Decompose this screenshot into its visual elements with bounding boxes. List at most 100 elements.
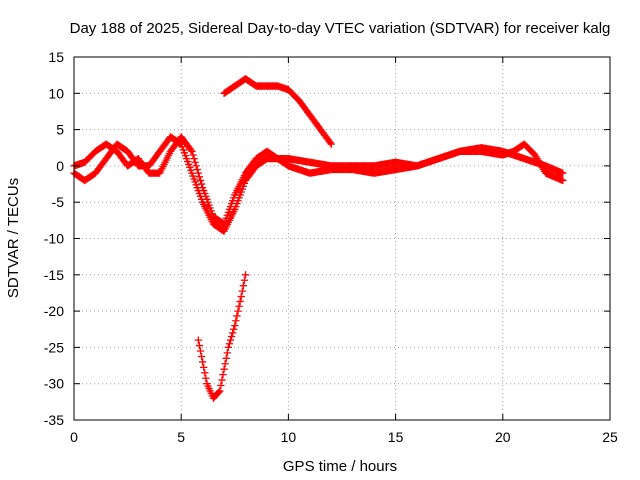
y-tick-label: -15 bbox=[44, 267, 64, 283]
data-point bbox=[181, 152, 190, 160]
data-point bbox=[201, 369, 209, 377]
x-axis-ticks: 0 5 10 15 20 25 bbox=[70, 57, 618, 445]
data-point bbox=[198, 358, 207, 366]
data-point bbox=[198, 184, 207, 192]
data-point bbox=[232, 317, 240, 325]
data-point bbox=[230, 194, 238, 202]
data-point bbox=[235, 302, 243, 310]
y-tick-label: -25 bbox=[44, 339, 64, 355]
data-point bbox=[239, 282, 248, 290]
data-point bbox=[559, 169, 567, 177]
data-point bbox=[195, 341, 204, 350]
y-tick-label: 0 bbox=[56, 158, 64, 174]
data-point bbox=[227, 332, 236, 341]
data-point bbox=[237, 292, 245, 301]
data-point bbox=[185, 160, 193, 169]
y-tick-label: 15 bbox=[48, 49, 64, 65]
data-point bbox=[188, 169, 196, 177]
data-point bbox=[219, 370, 227, 379]
data-point bbox=[222, 354, 230, 362]
data-point bbox=[186, 163, 194, 172]
data-point bbox=[224, 208, 233, 217]
data-point bbox=[222, 214, 230, 222]
data-point bbox=[241, 271, 250, 279]
data-point bbox=[233, 312, 241, 320]
data-point bbox=[225, 340, 234, 348]
data-point bbox=[194, 169, 203, 177]
data-point bbox=[200, 363, 208, 372]
data-point bbox=[559, 176, 567, 185]
data-point bbox=[193, 165, 201, 174]
y-tick-label: -30 bbox=[44, 376, 64, 392]
data-point bbox=[234, 307, 242, 315]
data-point bbox=[197, 180, 206, 188]
data-point bbox=[194, 336, 203, 344]
data-point bbox=[192, 181, 200, 189]
data-point bbox=[196, 176, 205, 185]
data-point bbox=[206, 204, 214, 212]
data-point bbox=[215, 388, 223, 396]
data-point bbox=[200, 186, 208, 195]
data-point bbox=[187, 166, 195, 174]
data-point bbox=[223, 349, 231, 357]
data-point bbox=[191, 158, 199, 166]
data-point bbox=[207, 207, 215, 215]
data-point bbox=[225, 205, 234, 214]
y-tick-label: -10 bbox=[44, 231, 64, 247]
data-point bbox=[180, 149, 189, 157]
data-point bbox=[240, 276, 249, 284]
series-main-band-b bbox=[70, 133, 567, 228]
data-point bbox=[202, 374, 210, 382]
data-point bbox=[238, 185, 246, 193]
data-point bbox=[202, 192, 210, 201]
data-point bbox=[179, 146, 187, 154]
data-point bbox=[227, 200, 236, 208]
y-tick-label: 10 bbox=[48, 85, 64, 101]
x-tick-label: 20 bbox=[495, 429, 511, 445]
data-point bbox=[190, 175, 198, 183]
data-point bbox=[182, 154, 191, 163]
data-point bbox=[217, 381, 225, 390]
y-tick-label: -20 bbox=[44, 303, 64, 319]
data-point bbox=[216, 387, 224, 395]
data-point bbox=[221, 360, 229, 368]
data-point bbox=[231, 321, 239, 330]
data-point bbox=[196, 347, 205, 355]
data-point bbox=[190, 154, 198, 163]
data-point bbox=[236, 297, 244, 306]
data-point bbox=[203, 195, 211, 203]
data-point bbox=[230, 325, 238, 333]
data-point bbox=[229, 197, 237, 205]
plot-area bbox=[70, 75, 567, 402]
data-point bbox=[189, 151, 197, 159]
data-point bbox=[201, 189, 209, 198]
data-point bbox=[189, 172, 197, 180]
data-point bbox=[224, 343, 233, 352]
data-point bbox=[188, 147, 196, 156]
x-tick-label: 10 bbox=[281, 429, 297, 445]
data-point bbox=[221, 217, 229, 225]
data-point bbox=[220, 220, 228, 228]
x-tick-label: 15 bbox=[388, 429, 404, 445]
data-point bbox=[220, 365, 228, 373]
chart-title: Day 188 of 2025, Sidereal Day-to-day VTE… bbox=[70, 20, 611, 37]
series-lower-dip bbox=[194, 271, 250, 402]
data-point bbox=[226, 336, 235, 344]
data-point bbox=[204, 198, 212, 206]
data-point bbox=[238, 287, 246, 295]
data-point bbox=[327, 140, 335, 148]
y-axis-label: SDTVAR / TECUs bbox=[5, 178, 22, 298]
series-upper-arc bbox=[220, 75, 335, 148]
x-axis-label: GPS time / hours bbox=[283, 458, 397, 475]
data-point bbox=[197, 352, 206, 361]
data-point bbox=[178, 143, 186, 151]
x-tick-label: 0 bbox=[70, 429, 78, 445]
data-point bbox=[226, 202, 235, 211]
data-point bbox=[183, 157, 192, 166]
data-point bbox=[195, 173, 204, 181]
data-point bbox=[237, 188, 245, 196]
y-tick-label: 5 bbox=[56, 122, 64, 138]
y-axis-ticks: 15 10 5 0 -5 -10 -15 -20 -25 -30 -35 bbox=[44, 49, 610, 428]
y-tick-label: -5 bbox=[52, 194, 65, 210]
